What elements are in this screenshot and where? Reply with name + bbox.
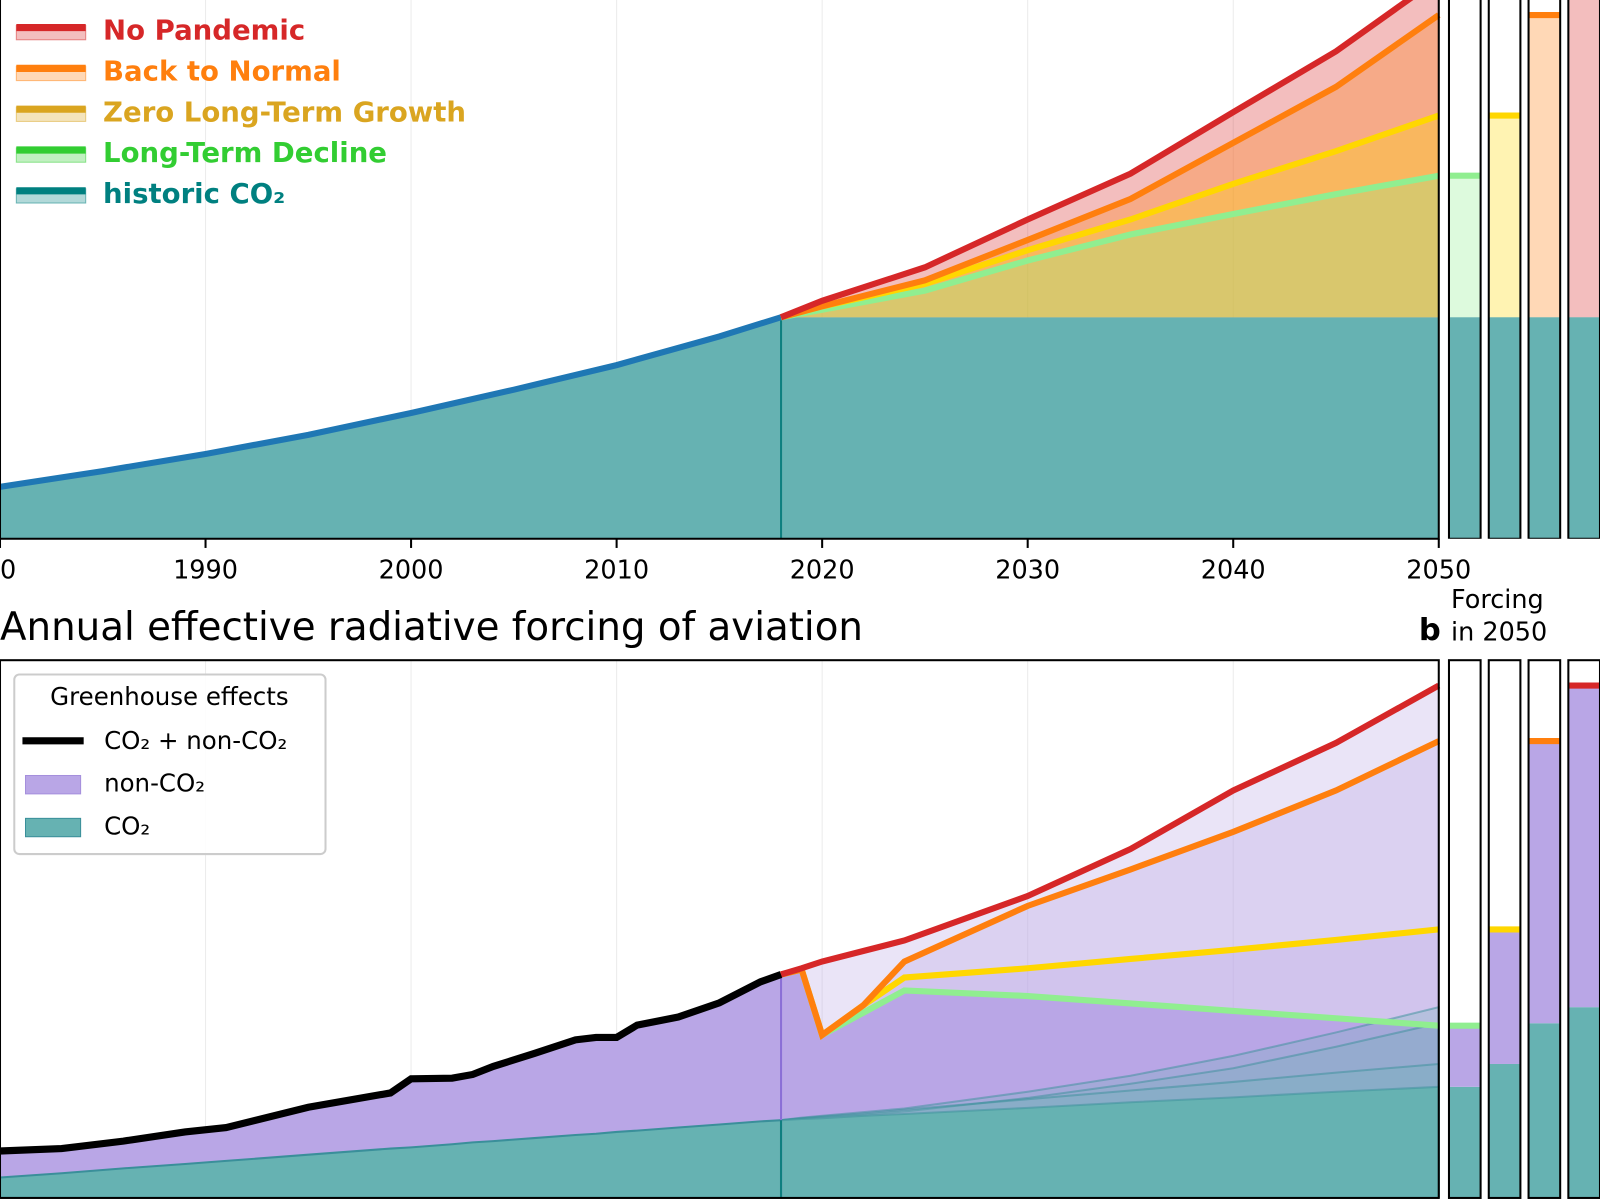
legend-label: historic CO₂ [103,178,285,210]
bar-frame [1487,0,1522,539]
total-line [0,971,783,1155]
scenario-line [779,0,1414,321]
bar-co2 [1528,317,1561,539]
legend-label: CO₂ + non-CO₂ [104,726,287,755]
historic-area [0,317,1439,539]
bar-frame [1567,0,1600,539]
x-tick-label: 1990 [173,555,238,585]
historic-line [0,314,782,490]
x-tick-label: 2010 [584,555,649,585]
legend-label: Long-Term Decline [103,137,387,169]
axis-frame [0,659,1440,1199]
bar-growth [1488,115,1521,318]
scenario-area [781,0,1439,318]
chart-title: Annual effective radiative forcing of av… [0,605,863,650]
bar-frame [1447,0,1482,539]
bar-co2 [1488,1063,1521,1198]
bar-frame [1447,659,1482,1199]
legend-label: No Pandemic [103,15,305,47]
scenario-area [781,175,1439,318]
bar-non-co2 [1488,929,1521,1064]
panel-label: b [1419,613,1441,648]
scenario-line [780,172,1440,321]
bar-co2 [1448,317,1481,539]
legend-title: Greenhouse effects [50,682,288,711]
bar-growth [1448,175,1481,318]
legend-label: Back to Normal [103,55,341,87]
legend-label: non-CO₂ [104,769,205,798]
panel [0,660,1600,1198]
bar-non-co2 [1448,1025,1481,1087]
axis-frame [0,0,1440,540]
bar-co2 [1488,317,1521,539]
bar-co2 [1568,317,1600,539]
legend-label: Zero Long-Term Growth [103,96,466,128]
scenario-line [780,738,1441,1040]
bar-non-co2 [1568,685,1600,1008]
bar-growth [1528,15,1561,318]
x-tick-label: 2030 [995,555,1060,585]
x-tick-label: 2000 [379,555,444,585]
legend-patch [24,774,82,795]
scenario-line [780,682,1441,978]
scenario-area [781,14,1439,318]
co2-area [0,1119,783,1198]
x-tick-label: 2050 [1406,555,1471,585]
scenario-area [781,115,1439,318]
side-label: in 2050 [1451,618,1547,648]
bar-frame [1487,659,1522,1199]
bar-co2 [1448,1086,1481,1198]
bar-growth [1568,0,1600,318]
x-tick-label: 80 [0,555,16,585]
bar-co2 [1528,1023,1561,1198]
bar-frame [1527,0,1562,539]
legend-patch [24,817,82,838]
legend-label: CO₂ [104,812,150,841]
legend-box [13,673,327,856]
bar-frame [1527,659,1562,1199]
non-co2-area [0,974,782,1178]
panel [0,0,1600,539]
side-label: Forcing [1451,585,1544,615]
scenario-line [780,12,1441,321]
bar-co2 [1568,1007,1600,1198]
bar-non-co2 [1528,741,1561,1024]
x-tick-label: 2040 [1201,555,1266,585]
x-tick-label: 2020 [790,555,855,585]
